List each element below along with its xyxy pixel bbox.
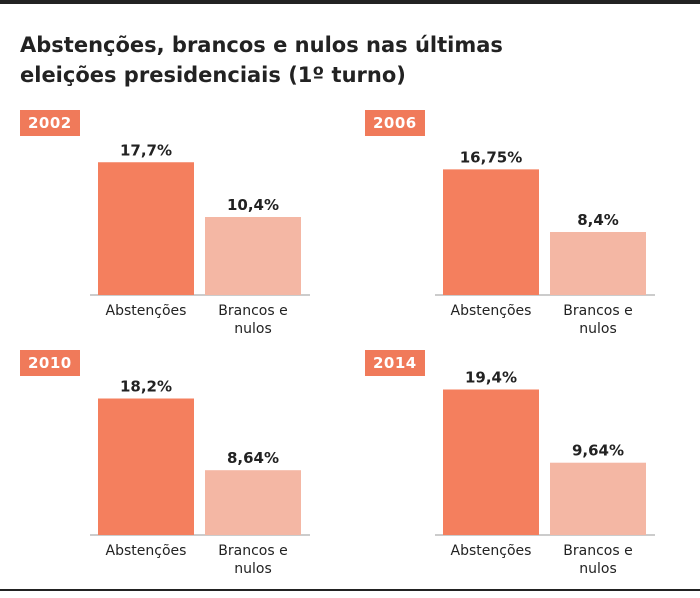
data-label: 9,64% <box>572 442 624 460</box>
bar-chart-2006: 16,75% Abstenções 8,4% Brancos e nulos <box>435 148 655 337</box>
top-rule <box>0 0 700 4</box>
category-label: Brancos e nulos <box>218 303 287 337</box>
category-label: Abstenções <box>106 303 187 319</box>
bar-brancos-nulos <box>550 462 646 535</box>
category-label: Abstenções <box>451 543 532 559</box>
data-label: 18,2% <box>120 378 172 396</box>
year-badge: 2006 <box>365 110 425 136</box>
data-label: 8,64% <box>227 449 279 467</box>
bar-brancos-nulos <box>205 470 301 535</box>
year-badge: 2002 <box>20 110 80 136</box>
category-label: Brancos e nulos <box>563 543 632 577</box>
category-label: Brancos e nulos <box>563 303 632 337</box>
bottom-rule <box>0 589 700 591</box>
panel-2006: 2006 16,75% Abstenções 8,4% Brancos e nulos <box>365 110 695 355</box>
bar-abstencoes <box>98 398 194 535</box>
title-line-1: Abstenções, brancos e nulos nas últimas <box>20 33 503 57</box>
data-label: 10,4% <box>227 196 279 214</box>
panel-2014: 2014 19,4% Abstenções 9,64% Brancos e nulos <box>365 350 695 595</box>
panel-2010: 2010 18,2% Abstenções 8,64% Brancos e nulos <box>20 350 350 595</box>
data-label: 17,7% <box>120 141 172 159</box>
bar-abstencoes <box>443 389 539 535</box>
bar-abstencoes <box>98 162 194 295</box>
bar-chart-2014: 19,4% Abstenções 9,64% Brancos e nulos <box>435 369 655 577</box>
year-badge: 2010 <box>20 350 80 376</box>
data-label: 16,75% <box>460 148 522 166</box>
bar-chart-2002: 17,7% Abstenções 10,4% Brancos e nulos <box>90 141 310 337</box>
bar-abstencoes <box>443 169 539 295</box>
bar-brancos-nulos <box>550 232 646 295</box>
data-label: 8,4% <box>577 211 619 229</box>
chart-title: Abstenções, brancos e nulos nas últimas … <box>20 30 660 90</box>
category-label: Brancos e nulos <box>218 543 287 577</box>
category-label: Abstenções <box>106 543 187 559</box>
category-label: Abstenções <box>451 303 532 319</box>
bar-chart-2010: 18,2% Abstenções 8,64% Brancos e nulos <box>90 378 310 577</box>
data-label: 19,4% <box>465 369 517 387</box>
title-line-2: eleições presidenciais (1º turno) <box>20 63 406 87</box>
year-badge: 2014 <box>365 350 425 376</box>
panel-2002: 2002 17,7% Abstenções 10,4% Brancos e nulos <box>20 110 350 355</box>
bar-brancos-nulos <box>205 217 301 295</box>
